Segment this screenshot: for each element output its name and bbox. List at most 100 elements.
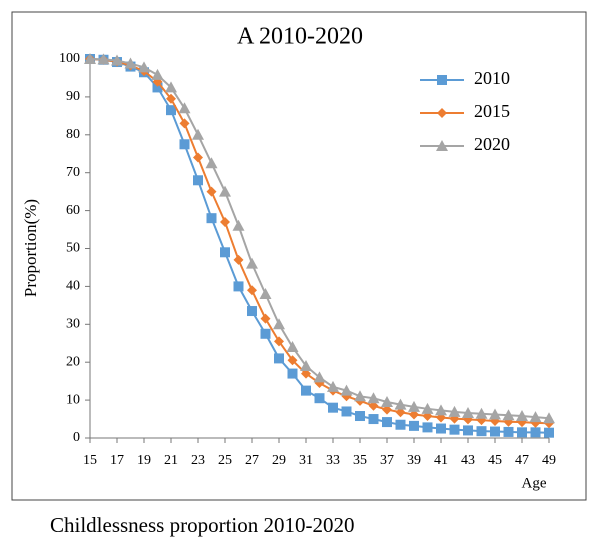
marker [490, 426, 500, 437]
marker [475, 407, 488, 419]
x-tick-label: 25 [218, 453, 232, 468]
marker [382, 417, 392, 428]
marker [341, 406, 352, 417]
marker [381, 395, 393, 407]
marker [340, 384, 353, 396]
marker [382, 404, 392, 415]
marker [246, 257, 258, 269]
marker [152, 82, 163, 93]
marker [408, 400, 420, 412]
marker [448, 405, 461, 417]
marker [232, 219, 245, 231]
marker [220, 216, 230, 227]
y-axis-label: Proportion(%) [21, 199, 40, 297]
x-tick-label: 15 [83, 453, 97, 468]
marker [314, 393, 325, 404]
x-tick-label: 41 [434, 453, 448, 468]
marker [233, 281, 244, 292]
x-tick-label: 43 [461, 453, 475, 468]
marker [259, 287, 272, 299]
marker [287, 368, 298, 379]
y-tick-label: 20 [66, 354, 80, 369]
marker [205, 157, 218, 169]
marker [517, 427, 527, 438]
marker [301, 368, 311, 379]
marker [124, 57, 137, 69]
y-tick-label: 0 [73, 430, 80, 445]
y-tick-label: 80 [66, 127, 80, 142]
x-tick-label: 29 [272, 453, 286, 468]
marker [166, 93, 176, 104]
chart-title: A 2010-2020 [237, 24, 363, 50]
marker [502, 409, 515, 421]
marker [301, 385, 311, 396]
marker [516, 410, 528, 422]
x-tick-label: 49 [542, 453, 556, 468]
marker [165, 81, 177, 93]
marker [327, 380, 339, 392]
y-tick-label: 30 [66, 317, 80, 332]
marker [544, 427, 554, 438]
marker [421, 402, 434, 414]
marker [111, 54, 123, 66]
marker [435, 404, 447, 416]
marker [274, 353, 284, 364]
y-tick-label: 50 [66, 241, 80, 256]
marker [260, 328, 271, 339]
marker [274, 336, 284, 347]
marker [367, 392, 380, 404]
y-tick-label: 40 [66, 279, 80, 294]
marker [273, 318, 285, 330]
marker [178, 102, 191, 114]
x-tick-label: 47 [515, 453, 529, 468]
x-axis-label: Age [522, 475, 547, 491]
marker [436, 140, 448, 151]
marker [437, 108, 447, 118]
marker [247, 285, 257, 296]
legend-label: 2015 [474, 101, 510, 121]
marker [166, 105, 176, 116]
legend-label: 2010 [474, 68, 510, 88]
marker [355, 411, 365, 422]
marker [192, 128, 204, 140]
x-tick-label: 23 [191, 453, 205, 468]
marker [395, 407, 406, 418]
chart-frame [11, 11, 587, 501]
marker [287, 355, 298, 366]
marker [179, 139, 190, 150]
x-tick-label: 17 [110, 453, 124, 468]
marker [463, 425, 473, 436]
marker [436, 423, 446, 434]
marker [97, 53, 110, 65]
x-tick-label: 45 [488, 453, 502, 468]
marker [422, 422, 433, 433]
marker [193, 175, 203, 186]
marker [489, 408, 501, 420]
marker [529, 411, 542, 423]
x-tick-label: 35 [353, 453, 367, 468]
x-tick-label: 27 [245, 453, 259, 468]
x-tick-label: 39 [407, 453, 421, 468]
caption: Childlessness proportion 2010-2020 [50, 513, 355, 537]
marker [179, 118, 190, 129]
y-tick-label: 60 [66, 203, 80, 218]
marker [503, 426, 514, 437]
y-tick-label: 10 [66, 392, 80, 407]
marker [368, 400, 379, 411]
marker [394, 398, 407, 410]
marker [247, 306, 257, 317]
marker [151, 68, 164, 80]
marker [462, 406, 474, 418]
marker [206, 213, 217, 224]
marker [219, 185, 231, 197]
marker [449, 424, 460, 435]
y-tick-label: 90 [66, 89, 80, 104]
y-tick-label: 100 [59, 51, 80, 66]
marker [328, 402, 338, 413]
marker [409, 409, 419, 420]
marker [409, 420, 419, 431]
x-tick-label: 37 [380, 453, 394, 468]
x-tick-label: 19 [137, 453, 151, 468]
